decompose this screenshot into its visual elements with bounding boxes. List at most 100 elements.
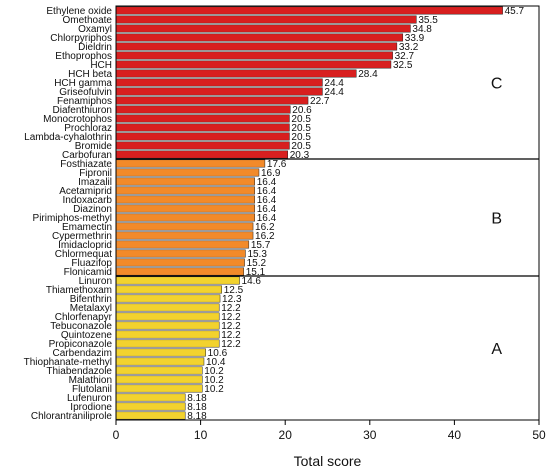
bar-thiabendazole: [115, 366, 203, 375]
category-label-quintozene: Quintozene: [61, 330, 113, 341]
category-label-diazinon: Diazinon: [73, 204, 112, 215]
category-label-linuron: Linuron: [79, 276, 112, 287]
category-label-chlormequat: Chlormequat: [55, 249, 112, 260]
x-tick-label-50: 50: [532, 428, 546, 442]
bar-prochloraz: [115, 123, 290, 132]
value-label-cypermethrin: 16.2: [255, 231, 275, 242]
bars-layer: [115, 6, 503, 420]
value-label-bifenthrin: 12.3: [222, 294, 242, 305]
category-label-bromide: Bromide: [75, 141, 113, 152]
value-label-acetamiprid: 16.4: [257, 186, 277, 197]
bar-imidacloprid: [115, 240, 250, 249]
bar-ethylene-oxide: [115, 6, 503, 15]
category-label-fipronil: Fipronil: [79, 168, 112, 179]
category-label-hch: HCH: [90, 60, 112, 71]
group-label-c: C: [491, 76, 503, 93]
value-label-ethoprophos: 32.7: [395, 51, 415, 62]
category-label-omethoate: Omethoate: [63, 15, 113, 26]
x-tick-label-30: 30: [363, 428, 377, 442]
category-label-ethoprophos: Ethoprophos: [55, 51, 112, 62]
value-label-oxamyl: 34.8: [412, 24, 432, 35]
category-label-hch-beta: HCH beta: [68, 69, 112, 80]
category-label-lambda-cyhalothrin: Lambda-cyhalothrin: [24, 132, 112, 143]
bar-flutolanil: [115, 384, 203, 393]
bar-cypermethrin: [115, 231, 254, 240]
category-label-carbendazim: Carbendazim: [53, 348, 112, 359]
category-label-metalaxyl: Metalaxyl: [70, 303, 112, 314]
value-label-pirimiphos-methyl: 16.4: [257, 213, 277, 224]
group-labels-layer: C B A: [491, 76, 503, 359]
bar-ethoprophos: [115, 51, 393, 60]
bar-chlorantraniliprole: [115, 411, 186, 420]
category-label-flutolanil: Flutolanil: [72, 384, 112, 395]
category-label-hch-gamma: HCH gamma: [54, 78, 112, 89]
bar-hch-gamma: [115, 78, 323, 87]
x-tick-label-40: 40: [448, 428, 462, 442]
category-label-thiamethoxam: Thiamethoxam: [46, 285, 112, 296]
value-label-prochloraz: 20.5: [291, 123, 311, 134]
value-label-propiconazole: 12.2: [221, 339, 241, 350]
bar-indoxacarb: [115, 195, 255, 204]
bar-monocrotophos: [115, 114, 290, 123]
value-label-chlorfenapyr: 12.2: [221, 312, 241, 323]
category-label-oxamyl: Oxamyl: [78, 24, 112, 35]
value-label-omethoate: 35.5: [418, 15, 438, 26]
bar-flonicamid: [115, 267, 244, 276]
category-label-ethylene-oxide: Ethylene oxide: [46, 6, 112, 17]
bar-chlorfenapyr: [115, 312, 220, 321]
bar-quintozene: [115, 330, 220, 339]
category-label-propiconazole: Propiconazole: [49, 339, 113, 350]
value-label-chlormequat: 15.3: [247, 249, 267, 260]
value-label-linuron: 14.6: [242, 276, 262, 287]
group-label-a: A: [491, 341, 502, 358]
bar-hch-beta: [115, 69, 357, 78]
value-label-carbendazim: 10.6: [208, 348, 228, 359]
value-label-fosthiazate: 17.6: [267, 159, 287, 170]
category-label-dieldrin: Dieldrin: [78, 42, 112, 53]
bar-lufenuron: [115, 393, 186, 402]
bar-griseofulvin: [115, 87, 323, 96]
x-axis-title: Total score: [294, 453, 362, 469]
x-tick-label-0: 0: [113, 428, 120, 442]
category-label-griseofulvin: Griseofulvin: [59, 87, 112, 98]
value-label-hch-gamma: 24.4: [324, 78, 344, 89]
category-label-monocrotophos: Monocrotophos: [43, 114, 112, 125]
bar-malathion: [115, 375, 203, 384]
bar-pirimiphos-methyl: [115, 213, 255, 222]
category-label-tebuconazole: Tebuconazole: [50, 321, 112, 332]
bar-bifenthrin: [115, 294, 221, 303]
value-label-flutolanil: 10.2: [204, 384, 224, 395]
bar-fluazifop: [115, 258, 245, 267]
group-label-b: B: [491, 211, 502, 228]
category-label-bifenthrin: Bifenthrin: [70, 294, 112, 305]
category-label-fluazifop: Fluazifop: [71, 258, 112, 269]
value-label-griseofulvin: 24.4: [324, 87, 344, 98]
category-label-chlorfenapyr: Chlorfenapyr: [55, 312, 113, 323]
bar-dieldrin: [115, 42, 398, 51]
category-label-prochloraz: Prochloraz: [64, 123, 112, 134]
bar-acetamiprid: [115, 186, 255, 195]
bar-carbofuran: [115, 150, 288, 159]
bar-emamectin: [115, 222, 254, 231]
bar-iprodione: [115, 402, 186, 411]
value-label-hch: 32.5: [393, 60, 413, 71]
category-label-lufenuron: Lufenuron: [67, 393, 112, 404]
value-label-flonicamid: 15.1: [246, 267, 266, 278]
bar-chlormequat: [115, 249, 246, 258]
group-dividers-layer: [116, 158, 539, 277]
bar-imazalil: [115, 177, 255, 186]
bar-lambda-cyhalothrin: [115, 132, 290, 141]
value-label-dieldrin: 33.2: [399, 42, 419, 53]
value-label-thiabendazole: 10.2: [204, 366, 224, 377]
category-label-iprodione: Iprodione: [70, 402, 112, 413]
value-label-fluazifop: 15.2: [247, 258, 267, 269]
value-label-chlorpyriphos: 33.9: [405, 33, 425, 44]
bar-metalaxyl: [115, 303, 220, 312]
category-label-chlorantraniliprole: Chlorantraniliprole: [31, 411, 113, 422]
category-labels-layer: Ethylene oxideOmethoateOxamylChlorpyriph…: [24, 6, 113, 422]
value-label-thiamethoxam: 12.5: [224, 285, 244, 296]
value-label-tebuconazole: 12.2: [221, 321, 241, 332]
value-label-diafenthiuron: 20.6: [292, 105, 312, 116]
category-label-malathion: Malathion: [69, 375, 112, 386]
